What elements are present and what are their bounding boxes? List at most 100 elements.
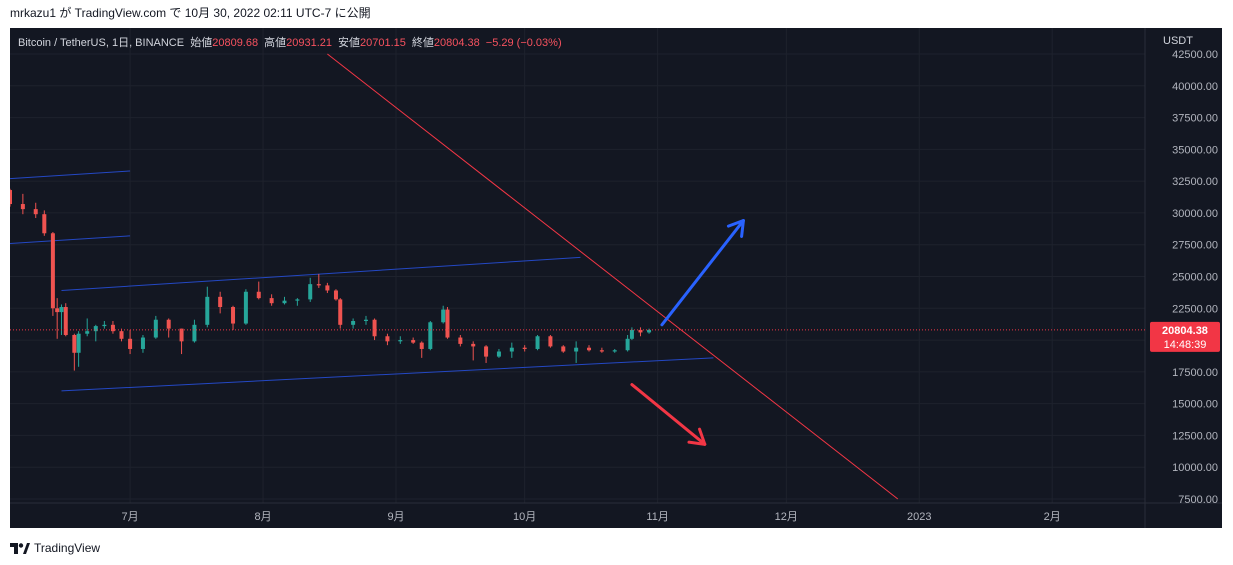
symbol-header: Bitcoin / TetherUS, 1日, BINANCE 始値20809.… xyxy=(18,34,568,50)
candle xyxy=(10,188,12,207)
blue-trendline[interactable] xyxy=(61,357,714,392)
candle xyxy=(522,345,527,352)
symbol-name[interactable]: Bitcoin / TetherUS, 1日, BINANCE xyxy=(18,37,185,49)
candle xyxy=(72,333,77,371)
candle xyxy=(458,334,463,347)
candle xyxy=(33,202,38,219)
candle xyxy=(372,318,377,341)
y-tick-label: 7500.00 xyxy=(1178,494,1218,506)
y-tick-label: 37500.00 xyxy=(1172,113,1218,125)
y-tick-label: 35000.00 xyxy=(1172,144,1218,156)
open-value: 20809.68 xyxy=(212,37,259,49)
candle xyxy=(93,324,98,342)
candle xyxy=(153,315,158,339)
countdown-value: 14:48:39 xyxy=(1164,339,1207,351)
candle xyxy=(166,318,171,338)
y-tick-label: 12500.00 xyxy=(1172,430,1218,442)
open-label: 始値 xyxy=(190,37,213,49)
candle xyxy=(496,348,501,358)
x-tick-label: 7月 xyxy=(122,511,139,523)
candle xyxy=(363,315,368,325)
candle xyxy=(140,334,145,353)
low-label: 安値 xyxy=(338,37,360,49)
candle xyxy=(85,318,90,337)
x-tick-label: 10月 xyxy=(513,511,536,523)
candle xyxy=(316,273,321,288)
candle xyxy=(561,345,566,353)
candle xyxy=(256,281,261,300)
y-tick-label: 30000.00 xyxy=(1172,208,1218,220)
footer-brand[interactable]: TradingView xyxy=(10,541,100,555)
last-price-badge: 20804.38 14:48:39 xyxy=(1150,321,1220,352)
candle xyxy=(574,341,579,363)
candle xyxy=(398,336,403,344)
currency-label: USDT xyxy=(1163,35,1193,47)
y-tick-label: 10000.00 xyxy=(1172,462,1218,474)
candle xyxy=(385,333,390,346)
tradingview-logo-icon xyxy=(10,542,30,554)
candle xyxy=(192,319,197,343)
candle xyxy=(445,307,450,339)
y-tick-label: 42500.00 xyxy=(1172,49,1218,61)
y-tick-label: 40000.00 xyxy=(1172,81,1218,93)
candle xyxy=(110,321,115,334)
trendlines xyxy=(10,53,899,500)
candle xyxy=(471,341,476,361)
candle xyxy=(441,305,446,324)
price-axis: 42500.00 40000.00 37500.00 35000.00 32500.00… xyxy=(1172,49,1218,506)
blue-arrow[interactable] xyxy=(660,219,745,327)
grid xyxy=(10,28,1145,503)
candle xyxy=(282,296,287,305)
x-tick-label: 2023 xyxy=(907,511,931,523)
candle xyxy=(119,328,124,342)
footer-brand-label: TradingView xyxy=(34,541,101,555)
red-arrow[interactable] xyxy=(630,383,707,446)
candle xyxy=(333,289,338,301)
published-line: mrkazu1 が TradingView.com で 10月 30, 2022… xyxy=(10,6,371,20)
arrows xyxy=(630,219,745,446)
candle xyxy=(308,277,313,302)
close-label: 終値 xyxy=(411,37,434,49)
y-tick-label: 17500.00 xyxy=(1172,367,1218,379)
candle xyxy=(599,347,604,353)
candle xyxy=(63,303,68,337)
blue-trendline[interactable] xyxy=(61,256,581,291)
candle xyxy=(179,328,184,355)
candle xyxy=(612,348,617,353)
candle xyxy=(59,304,64,335)
candle xyxy=(295,298,300,306)
blue-trendline[interactable] xyxy=(10,170,131,180)
candle xyxy=(338,298,343,329)
candle xyxy=(269,294,274,306)
close-value: 20804.38 xyxy=(433,37,480,49)
candle xyxy=(42,210,47,236)
high-label: 高値 xyxy=(264,37,287,49)
x-tick-label: 9月 xyxy=(387,511,404,523)
high-value: 20931.21 xyxy=(286,37,332,49)
x-tick-label: 8月 xyxy=(254,511,271,523)
x-tick-label: 11月 xyxy=(646,511,668,523)
candle xyxy=(231,305,236,330)
change-value: −5.29 (−0.03%) xyxy=(485,37,562,49)
candle xyxy=(351,318,356,329)
candle xyxy=(509,342,514,358)
blue-trendline[interactable] xyxy=(10,235,131,244)
candle xyxy=(638,327,643,337)
candle xyxy=(411,337,416,344)
candle xyxy=(218,291,223,314)
price-chart[interactable]: 42500.00 40000.00 37500.00 35000.00 32500.00… xyxy=(10,28,1222,528)
candle xyxy=(625,334,630,352)
candlesticks xyxy=(10,188,652,371)
red-trendline[interactable] xyxy=(327,53,899,500)
x-tick-label: 12月 xyxy=(775,511,798,523)
candle xyxy=(205,286,210,328)
candle xyxy=(419,341,424,358)
candle xyxy=(587,345,592,352)
chart-frame[interactable]: 42500.00 40000.00 37500.00 35000.00 32500.00… xyxy=(10,28,1222,528)
y-tick-label: 32500.00 xyxy=(1172,176,1218,188)
candle xyxy=(50,232,55,316)
y-tick-label: 27500.00 xyxy=(1172,240,1218,252)
candle xyxy=(548,334,553,348)
low-value: 20701.15 xyxy=(360,37,406,49)
x-tick-label: 2月 xyxy=(1044,511,1061,523)
